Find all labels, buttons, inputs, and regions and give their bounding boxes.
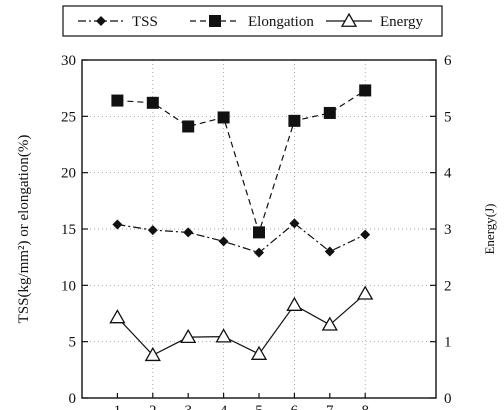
left-tick-label: 25	[61, 109, 76, 125]
data-point-elongation	[182, 120, 195, 133]
right-tick-label: 4	[444, 166, 452, 182]
data-point-energy	[250, 345, 268, 360]
right-tick-label: 2	[444, 278, 452, 294]
data-point-elongation	[323, 106, 336, 119]
right-axis-ticks: 0 1 2 3 4 5 6	[430, 53, 452, 407]
data-point-energy	[321, 316, 338, 331]
legend-marker-tss	[96, 16, 106, 26]
series-line-energy	[116, 293, 366, 356]
data-point-energy	[109, 309, 126, 324]
left-tick-label: 20	[61, 166, 76, 182]
data-point-tss	[147, 225, 158, 236]
data-point-tss	[324, 246, 335, 257]
right-tick-label: 0	[444, 391, 452, 407]
legend-marker-energy	[340, 12, 358, 27]
legend-label-tss: TSS	[132, 14, 158, 30]
left-axis-ticks: 0 5 10 15 20 25 30	[61, 53, 88, 407]
x-tick-label: 6	[291, 403, 299, 410]
x-tick-label: 2	[149, 403, 157, 410]
left-tick-label: 30	[61, 53, 76, 69]
data-point-energy	[180, 328, 197, 344]
x-tick-label: 7	[326, 403, 334, 410]
x-axis-ticks: 1 2 3 4 5 6 7 8	[114, 393, 369, 410]
x-tick-label: 8	[361, 403, 369, 410]
left-tick-label: 0	[69, 391, 77, 407]
data-point-tss	[112, 219, 123, 230]
series-layer	[109, 84, 374, 362]
right-tick-label: 1	[444, 335, 452, 351]
x-tick-label: 4	[220, 403, 228, 410]
data-point-elongation	[111, 94, 124, 107]
legend-marker-elongation	[209, 15, 221, 27]
series-line-tss	[117, 222, 366, 254]
legend-frame	[62, 5, 443, 37]
left-tick-label: 15	[61, 222, 76, 238]
data-point-elongation	[146, 96, 159, 109]
x-tick-label: 3	[184, 403, 192, 410]
x-tick-label: 1	[114, 403, 122, 410]
data-point-energy	[286, 296, 303, 311]
data-point-elongation	[288, 114, 301, 127]
data-point-elongation	[217, 111, 230, 124]
legend-label-elongation: Elongation	[248, 14, 314, 30]
right-tick-label: 3	[444, 222, 452, 238]
data-point-tss	[360, 229, 371, 240]
right-axis-label: Energy(J)	[482, 203, 497, 254]
data-point-tss	[218, 236, 229, 247]
right-tick-label: 5	[444, 109, 452, 125]
data-point-energy	[357, 285, 374, 300]
data-point-tss	[289, 218, 300, 229]
data-point-tss	[254, 247, 264, 258]
data-point-energy	[144, 346, 161, 362]
data-point-elongation	[359, 84, 372, 97]
data-point-tss	[183, 227, 194, 238]
legend: TSS Elongation Energy	[62, 5, 443, 37]
left-axis-label: TSS(kg/mm²) or elongation(%)	[16, 135, 32, 324]
left-tick-label: 10	[61, 278, 76, 294]
legend-label-energy: Energy	[380, 14, 424, 30]
x-tick-label: 5	[255, 403, 263, 410]
data-point-energy	[215, 328, 232, 343]
left-tick-label: 5	[69, 335, 77, 351]
data-point-elongation	[253, 226, 265, 239]
right-tick-label: 6	[444, 53, 452, 69]
